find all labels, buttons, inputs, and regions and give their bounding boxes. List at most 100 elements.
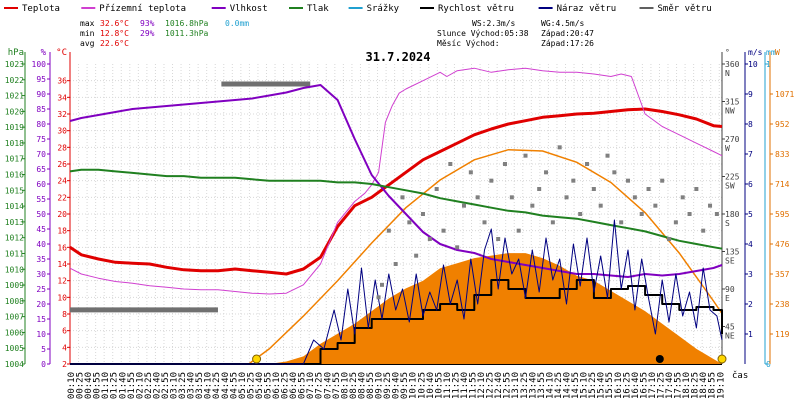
x-unit-label: čas — [732, 370, 748, 381]
series-rychlost-v-tru — [70, 279, 723, 365]
wind-direction-point — [687, 212, 692, 216]
legend-label: Vlhkost — [230, 4, 268, 14]
legend-label: Náraz větru — [557, 4, 617, 14]
hpa-axis-tick-label: 1004 — [5, 360, 24, 369]
pct-axis-tick-label: 35 — [36, 255, 46, 264]
pct-axis-tick-label: 40 — [36, 240, 46, 249]
wm2-axis-tick-label: 595 — [775, 210, 790, 219]
degc-axis-tick-label: 30 — [57, 127, 67, 136]
x-tick-label: 01:25 — [110, 372, 120, 399]
x-tick-label: 00:40 — [84, 372, 94, 399]
x-tick-label: 03:25 — [178, 372, 188, 399]
dir-axis-tick-label: 45 — [725, 323, 735, 332]
degc-axis-tick-label: 16 — [57, 243, 67, 252]
x-tick-label: 08:10 — [340, 372, 350, 399]
ms-axis-tick-label: 4 — [748, 240, 753, 249]
series-layer — [69, 67, 727, 365]
x-tick-label: 13:25 — [520, 372, 530, 399]
degc-axis-tick-label: 36 — [57, 77, 67, 86]
hpa-axis-tick-label: 1023 — [5, 60, 24, 69]
degc-axis-tick-label: 18 — [57, 227, 67, 236]
wind-direction-point — [646, 187, 651, 191]
legend-label: Rychlost větru — [438, 4, 514, 14]
x-tick-label: 18:25 — [691, 372, 701, 399]
pct-axis-tick-label: 95 — [36, 75, 46, 84]
wind-direction-point — [407, 220, 412, 225]
stats-value: 12.8°C — [100, 29, 129, 38]
wind-direction-point — [468, 170, 473, 175]
wind-speed-stat: WS:2.3m/s — [472, 19, 516, 28]
stats-value: 1016.8hPa — [165, 19, 209, 28]
wm2-axis-title: W — [775, 48, 780, 57]
x-tick-label: 16:25 — [622, 372, 632, 399]
degc-axis-tick-label: 32 — [57, 110, 67, 119]
x-tick-label: 10:40 — [426, 372, 436, 399]
x-tick-label: 11:10 — [443, 372, 453, 399]
wind-direction-point — [376, 295, 381, 300]
dir-axis-tick-label: 180 — [725, 210, 740, 219]
wind-direction-point — [626, 178, 631, 183]
x-tick-label: 04:55 — [229, 372, 239, 399]
x-tick-label: 06:10 — [272, 372, 282, 399]
x-tick-label: 02:40 — [152, 372, 162, 399]
wind-direction-point — [496, 237, 501, 241]
wind-direction-point — [660, 178, 665, 183]
dir-axis-tick-label: 135 — [725, 248, 740, 257]
wind-direction-point — [571, 178, 576, 183]
x-tick-label: 01:10 — [101, 372, 111, 399]
degc-axis-tick-label: 22 — [57, 193, 67, 202]
wind-direction-point — [598, 203, 603, 208]
wind-direction-point — [585, 162, 590, 166]
x-tick-label: 14:10 — [545, 372, 555, 399]
x-tick-label: 17:25 — [656, 372, 666, 399]
wind-direction-point — [714, 212, 719, 216]
wm2-axis-tick-label: 476 — [775, 240, 790, 249]
ms-axis-tick-label: 1 — [748, 330, 753, 339]
hpa-axis-tick-label: 1015 — [5, 186, 24, 195]
pct-axis-tick-label: 0 — [41, 360, 46, 369]
x-tick-label: 13:10 — [511, 372, 521, 399]
wm2-axis-tick-label: 714 — [775, 180, 790, 189]
x-tick-label: 17:40 — [665, 372, 675, 399]
hpa-axis-tick-label: 1016 — [5, 171, 24, 180]
x-tick-label: 16:55 — [639, 372, 649, 399]
solar-max-line — [248, 148, 723, 365]
x-tick-label: 07:55 — [332, 372, 342, 399]
hpa-axis-tick-label: 1014 — [5, 202, 24, 211]
x-tick-label: 05:40 — [255, 372, 265, 399]
dir-axis-compass-label: S — [725, 219, 730, 228]
x-tick-label: 15:10 — [580, 372, 590, 399]
axes-layer: 00:1000:2500:4000:5501:1001:2501:4001:55… — [5, 48, 795, 399]
x-tick-label: 01:40 — [118, 372, 128, 399]
hpa-axis-tick-label: 1013 — [5, 218, 24, 227]
wind-direction-point — [557, 145, 562, 150]
x-tick-label: 09:55 — [400, 372, 410, 399]
x-tick-label: 11:40 — [460, 372, 470, 399]
degc-axis-title: °C — [56, 48, 67, 58]
wind-direction-point — [482, 220, 487, 225]
ms-axis-tick-label: 6 — [748, 180, 753, 189]
x-tick-label: 09:25 — [383, 372, 393, 399]
hpa-axis-tick-label: 1018 — [5, 139, 24, 148]
dir-axis-compass-label: N — [725, 69, 730, 78]
x-tick-label: 14:25 — [554, 372, 564, 399]
ms-axis-tick-label: 10 — [748, 60, 758, 69]
wind-direction-point — [530, 203, 535, 208]
wind-direction-point — [393, 262, 398, 266]
x-tick-label: 00:10 — [67, 372, 77, 399]
series-teplota — [69, 107, 723, 276]
stats-value: 0.0mm — [225, 19, 249, 28]
moon-rise-stat: Měsíc Východ: — [437, 39, 500, 48]
x-tick-label: 07:40 — [323, 372, 333, 399]
x-tick-label: 11:55 — [469, 372, 479, 399]
x-tick-label: 13:55 — [537, 372, 547, 399]
wind-direction-point — [694, 187, 699, 191]
pct-axis-tick-label: 10 — [36, 330, 46, 339]
wind-direction-point — [653, 203, 658, 208]
hpa-axis-tick-label: 1011 — [5, 249, 24, 258]
x-tick-label: 08:55 — [366, 372, 376, 399]
x-tick-label: 17:10 — [648, 372, 658, 399]
x-tick-label: 00:25 — [76, 372, 86, 399]
wind-direction-point — [427, 237, 432, 241]
